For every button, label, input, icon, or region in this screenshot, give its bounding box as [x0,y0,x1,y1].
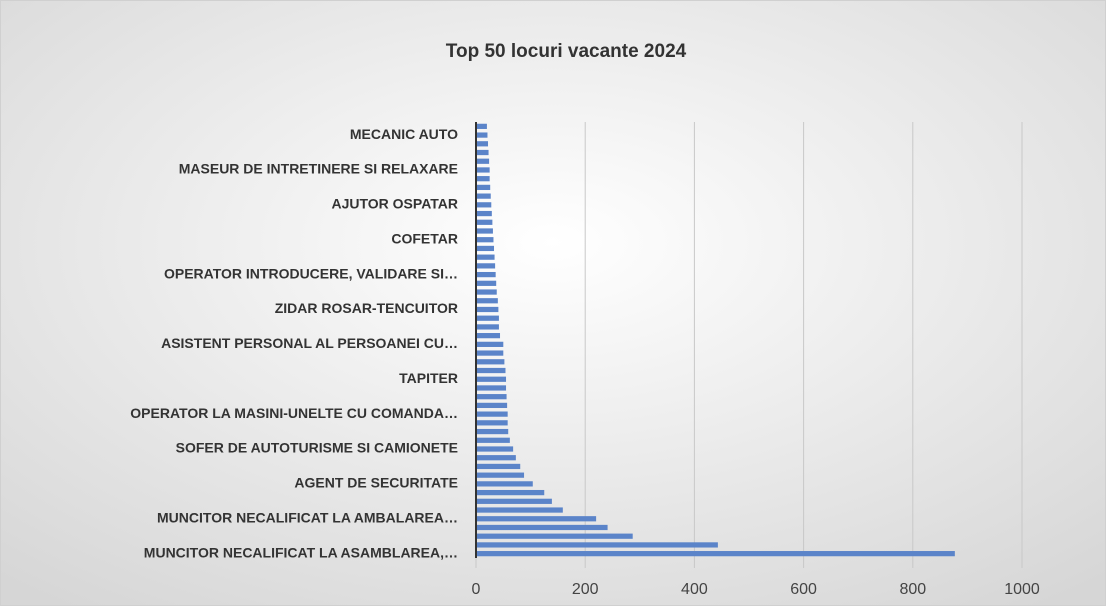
bar [476,315,499,321]
bar [476,411,508,417]
bar [476,463,521,470]
bar [476,280,497,286]
bar [476,402,508,409]
x-tick-label: 800 [899,581,926,598]
y-tick-label: AGENT DE SECURITATE [294,475,458,491]
bar [476,123,487,129]
bar [476,533,633,539]
bar [476,202,492,208]
chart-title: Top 50 locuri vacante 2024 [446,41,687,62]
bar [476,551,955,557]
bar [476,481,533,487]
y-tick-label: MUNCITOR NECALIFICAT LA AMBALAREA… [157,509,458,525]
y-tick-label: MUNCITOR NECALIFICAT LA ASAMBLAREA,… [144,544,458,560]
bar [476,306,499,313]
y-tick-label: SOFER DE AUTOTURISME SI CAMIONETE [176,440,458,456]
bar [476,245,495,252]
bar [476,149,489,156]
x-tick-label: 1000 [1004,581,1040,598]
bar [476,333,501,339]
bar [476,289,497,295]
y-tick-label: MECANIC AUTO [350,126,458,142]
bar [476,167,490,173]
bar [476,158,490,164]
bar [476,341,504,347]
bar [476,516,597,522]
bar [476,394,507,400]
bar [476,184,491,191]
bar [476,254,495,260]
y-tick-label: MASEUR DE INTRETINERE SI RELAXARE [179,161,458,177]
y-tick-label: TAPITER [399,370,458,386]
bar [476,237,494,243]
bar [476,542,718,548]
bar [476,324,499,330]
y-tick-label: ASISTENT PERSONAL AL PERSOANEI CU… [161,335,458,351]
bar [476,263,496,269]
bar [476,376,507,382]
bar [476,350,504,356]
y-tick-label: OPERATOR INTRODUCERE, VALIDARE SI… [164,265,458,281]
bar [476,428,509,435]
bar [476,271,496,278]
bar [476,298,498,304]
y-tick-label: OPERATOR LA MASINI-UNELTE CU COMANDA… [130,405,458,421]
y-tick-label: AJUTOR OSPATAR [331,196,458,212]
bar [476,437,510,443]
bar [476,385,507,391]
bar [476,176,490,182]
bar [476,446,514,452]
x-tick-label: 0 [472,581,481,598]
bar [476,507,563,513]
y-tick-label: ZIDAR ROSAR-TENCUITOR [275,300,458,316]
bar [476,367,506,374]
bar [476,359,505,365]
x-tick-label: 600 [790,581,817,598]
bar [476,524,608,531]
x-tick-label: 200 [572,581,599,598]
bar [476,489,545,496]
bar [476,132,488,138]
y-tick-label: COFETAR [391,230,458,246]
bar [476,228,493,234]
bar [476,141,489,147]
bar [476,219,493,225]
bar [476,498,552,504]
bar [476,193,491,199]
bar [476,472,525,478]
x-tick-label: 400 [681,581,708,598]
bar [476,455,516,461]
bar [476,420,508,426]
bar [476,210,492,217]
